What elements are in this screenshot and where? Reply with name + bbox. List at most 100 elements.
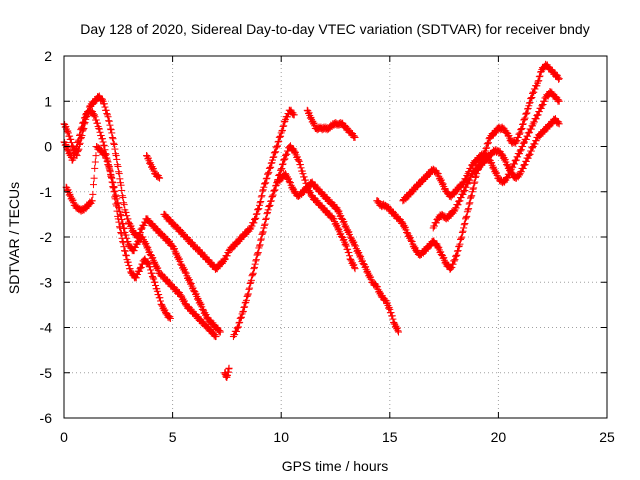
data-point (280, 155, 288, 163)
data-point (233, 324, 241, 332)
data-point (249, 269, 257, 277)
data-point (275, 137, 283, 145)
data-point (388, 312, 396, 320)
data-point (465, 205, 473, 213)
data-point (252, 214, 260, 222)
data-point (108, 178, 116, 186)
data-point (108, 129, 116, 137)
data-point (156, 174, 164, 182)
data-point (117, 230, 125, 238)
data-point (297, 164, 305, 172)
data-point (466, 199, 474, 207)
data-point (528, 93, 536, 101)
data-point (109, 183, 117, 191)
data-point (94, 119, 102, 127)
data-point (257, 198, 265, 206)
data-point (223, 252, 231, 260)
data-point (523, 109, 531, 117)
data-point (136, 229, 144, 237)
data-point (394, 328, 402, 336)
data-point (453, 251, 461, 259)
y-tick-label: 0 (44, 139, 52, 155)
data-point (271, 186, 279, 194)
data-point (95, 125, 103, 133)
data-point (236, 318, 244, 326)
data-point (300, 173, 308, 181)
data-point (165, 314, 173, 322)
data-point (394, 327, 402, 335)
data-point (241, 303, 249, 311)
data-point (519, 143, 527, 151)
data-point (264, 170, 272, 178)
data-point (261, 220, 269, 228)
data-point (274, 138, 282, 146)
data-point (244, 291, 252, 299)
data-point (155, 174, 163, 182)
data-point (90, 174, 98, 182)
data-point (153, 287, 161, 295)
data-point (517, 125, 525, 133)
data-point (273, 142, 281, 150)
data-point (555, 75, 563, 83)
data-point (529, 144, 537, 152)
tick-labels: 0 5 10 15 20 25 -6 -5 -4 -3 -2 -1 0 1 2 (40, 48, 615, 445)
data-point (122, 231, 130, 239)
data-point (75, 136, 83, 144)
data-point (66, 132, 74, 140)
data-point (107, 125, 115, 133)
data-point (283, 150, 291, 158)
data-point (120, 225, 128, 233)
y-tick-label: 1 (44, 93, 52, 109)
data-point (107, 173, 115, 181)
data-point (111, 145, 119, 153)
data-point (275, 133, 283, 141)
data-point (244, 290, 252, 298)
data-point (253, 210, 261, 218)
data-point (266, 164, 274, 172)
data-point (267, 159, 275, 167)
data-point (77, 124, 85, 132)
data-point (459, 227, 467, 235)
data-point (447, 265, 455, 273)
data-point (280, 156, 288, 164)
data-point (262, 175, 270, 183)
data-point (105, 117, 113, 125)
data-point (151, 278, 159, 286)
data-point (518, 124, 526, 132)
data-point (284, 147, 292, 155)
data-point (514, 133, 522, 141)
data-point (251, 263, 259, 271)
data-point (296, 161, 304, 169)
data-point (526, 99, 534, 107)
data-point (451, 256, 459, 264)
data-point (254, 249, 262, 257)
data-point (389, 315, 397, 323)
data-point (255, 242, 263, 250)
data-point (111, 187, 119, 195)
data-point (216, 328, 224, 336)
data-point (240, 303, 248, 311)
data-point (109, 135, 117, 143)
data-point (73, 143, 81, 150)
data-point (71, 149, 79, 157)
data-point (458, 233, 466, 241)
data-point (273, 143, 281, 150)
data-point (454, 247, 462, 255)
data-point (113, 207, 121, 215)
data-point (119, 238, 127, 246)
data-point (350, 241, 358, 249)
data-point (526, 150, 534, 158)
data-point (290, 111, 298, 119)
data-point (112, 202, 120, 210)
data-point (116, 175, 124, 183)
data-point (103, 157, 111, 165)
data-point (102, 106, 110, 114)
data-point (465, 200, 473, 208)
data-point (351, 133, 359, 141)
chart-title: Day 128 of 2020, Sidereal Day-to-day VTE… (80, 21, 589, 37)
data-point (458, 228, 466, 236)
data-point (255, 205, 263, 213)
data-point (463, 212, 471, 220)
data-point (237, 314, 245, 322)
